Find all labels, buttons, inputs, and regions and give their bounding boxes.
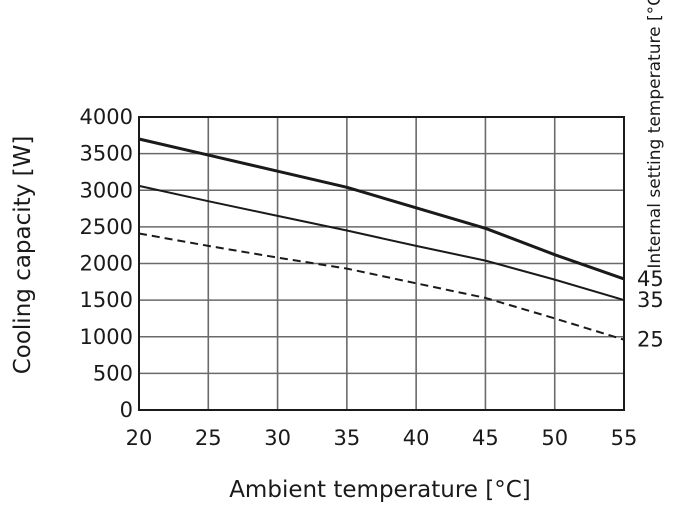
- x-axis-ticks: 20 25 30 35 40 45 50 55: [126, 426, 638, 450]
- x-tick-label: 35: [333, 426, 360, 450]
- series-line-35: [138, 184, 625, 302]
- x-tick-label: 40: [403, 426, 430, 450]
- y-tick-label: 3000: [80, 178, 133, 202]
- y-tick-label: 1500: [80, 288, 133, 312]
- series-label-45: 45: [637, 267, 664, 291]
- legend-title: Internal setting temperature [°C]: [645, 0, 665, 269]
- series-label-35: 35: [637, 288, 664, 312]
- y-tick-label: 2500: [80, 215, 133, 239]
- series-line-25: [138, 232, 625, 341]
- x-tick-label: 25: [195, 426, 222, 450]
- x-tick-label: 20: [126, 426, 153, 450]
- series-lines: [138, 137, 625, 341]
- y-axis-ticks: 0 500 1000 1500 2000 2500 3000 3500 4000: [80, 105, 133, 422]
- x-tick-label: 30: [264, 426, 291, 450]
- y-tick-label: 500: [93, 361, 133, 385]
- y-tick-label: 2000: [80, 252, 133, 276]
- plot-frame: [138, 116, 625, 411]
- x-axis-title: Ambient temperature [°C]: [229, 477, 531, 503]
- x-tick-label: 45: [472, 426, 499, 450]
- grid-lines: [138, 116, 625, 411]
- series-label-25: 25: [637, 328, 664, 352]
- x-tick-label: 50: [541, 426, 568, 450]
- y-tick-label: 1000: [80, 325, 133, 349]
- x-tick-label: 55: [611, 426, 638, 450]
- y-axis-title: Cooling capacity [W]: [10, 136, 36, 375]
- y-tick-label: 4000: [80, 105, 133, 129]
- series-line-45: [138, 137, 625, 281]
- y-tick-label: 3500: [80, 142, 133, 166]
- y-tick-label: 0: [120, 398, 133, 422]
